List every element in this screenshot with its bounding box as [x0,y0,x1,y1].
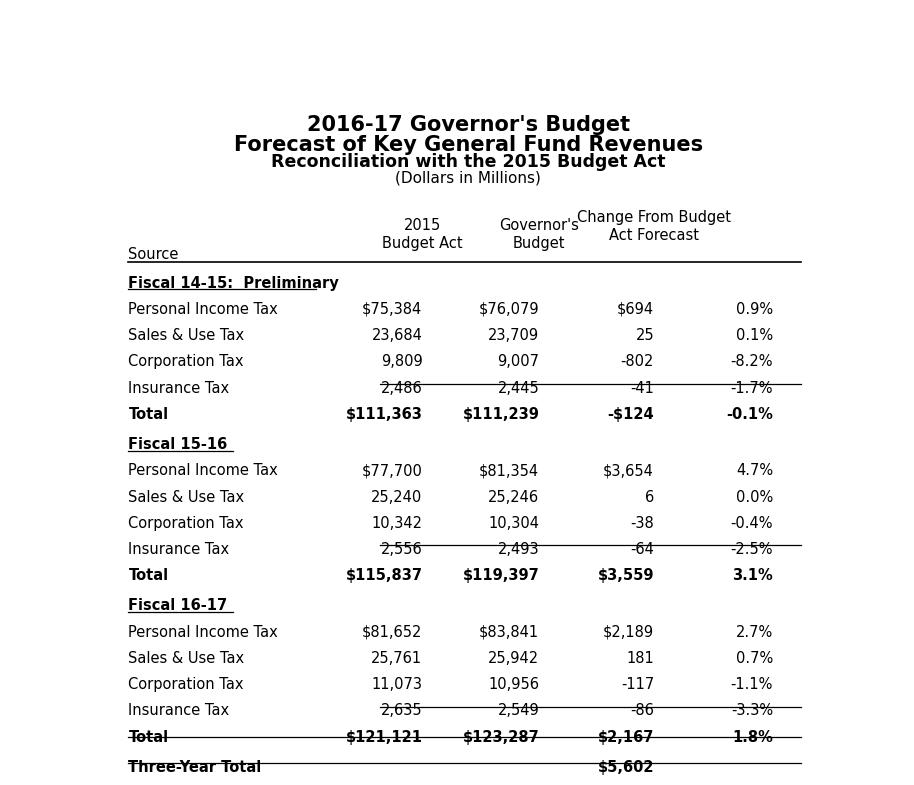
Text: $119,397: $119,397 [462,568,539,583]
Text: Corporation Tax: Corporation Tax [128,516,244,531]
Text: Insurance Tax: Insurance Tax [128,703,229,718]
Text: 25,246: 25,246 [488,490,539,505]
Text: -802: -802 [621,354,654,370]
Text: Personal Income Tax: Personal Income Tax [128,301,278,317]
Text: $111,239: $111,239 [462,407,539,422]
Text: Fiscal 16-17: Fiscal 16-17 [128,598,228,613]
Text: $81,652: $81,652 [362,625,422,640]
Text: 2,635: 2,635 [381,703,422,718]
Text: -38: -38 [631,516,654,531]
Text: 2016-17 Governor's Budget: 2016-17 Governor's Budget [307,115,630,135]
Text: 181: 181 [626,651,654,666]
Text: 2,445: 2,445 [497,381,539,396]
Text: -117: -117 [621,677,654,692]
Text: -41: -41 [630,381,654,396]
Text: 10,342: 10,342 [371,516,422,531]
Text: Corporation Tax: Corporation Tax [128,354,244,370]
Text: 25: 25 [635,328,654,343]
Text: Governor's
Budget: Governor's Budget [499,218,579,250]
Text: 2,493: 2,493 [497,542,539,557]
Text: 2015
Budget Act: 2015 Budget Act [382,218,462,250]
Text: 25,761: 25,761 [371,651,422,666]
Text: -1.7%: -1.7% [730,381,773,396]
Text: -3.3%: -3.3% [731,703,773,718]
Text: Sales & Use Tax: Sales & Use Tax [128,490,245,505]
Text: 4.7%: 4.7% [736,463,773,478]
Text: Total: Total [128,730,168,745]
Text: 23,684: 23,684 [371,328,422,343]
Text: -$124: -$124 [608,407,654,422]
Text: (Dollars in Millions): (Dollars in Millions) [396,170,541,185]
Text: Forecast of Key General Fund Revenues: Forecast of Key General Fund Revenues [234,135,703,155]
Text: $115,837: $115,837 [345,568,422,583]
Text: 0.1%: 0.1% [736,328,773,343]
Text: Fiscal 15-16: Fiscal 15-16 [128,437,228,452]
Text: $2,189: $2,189 [603,625,654,640]
Text: -2.5%: -2.5% [730,542,773,557]
Text: Change From Budget
Act Forecast: Change From Budget Act Forecast [577,210,731,243]
Text: 23,709: 23,709 [488,328,539,343]
Text: 2.7%: 2.7% [736,625,773,640]
Text: 1.8%: 1.8% [732,730,773,745]
Text: 2,549: 2,549 [497,703,539,718]
Text: 3.1%: 3.1% [732,568,773,583]
Text: -0.1%: -0.1% [726,407,773,422]
Text: Three-Year Total: Three-Year Total [128,760,261,775]
Text: $123,287: $123,287 [462,730,539,745]
Text: $76,079: $76,079 [479,301,539,317]
Text: -86: -86 [630,703,654,718]
Text: $111,363: $111,363 [345,407,422,422]
Text: $2,167: $2,167 [598,730,654,745]
Text: 0.7%: 0.7% [736,651,773,666]
Text: Personal Income Tax: Personal Income Tax [128,463,278,478]
Text: Reconciliation with the 2015 Budget Act: Reconciliation with the 2015 Budget Act [271,153,665,171]
Text: -64: -64 [630,542,654,557]
Text: Insurance Tax: Insurance Tax [128,542,229,557]
Text: 9,809: 9,809 [380,354,422,370]
Text: $77,700: $77,700 [362,463,422,478]
Text: Sales & Use Tax: Sales & Use Tax [128,651,245,666]
Text: Personal Income Tax: Personal Income Tax [128,625,278,640]
Text: 9,007: 9,007 [497,354,539,370]
Text: 10,956: 10,956 [488,677,539,692]
Text: Total: Total [128,568,168,583]
Text: $3,559: $3,559 [598,568,654,583]
Text: 0.0%: 0.0% [736,490,773,505]
Text: 2,556: 2,556 [380,542,422,557]
Text: $75,384: $75,384 [362,301,422,317]
Text: $5,602: $5,602 [598,760,654,775]
Text: 25,240: 25,240 [371,490,422,505]
Text: $694: $694 [617,301,654,317]
Text: $81,354: $81,354 [479,463,539,478]
Text: -8.2%: -8.2% [730,354,773,370]
Text: -0.4%: -0.4% [730,516,773,531]
Text: $83,841: $83,841 [479,625,539,640]
Text: 10,304: 10,304 [488,516,539,531]
Text: Total: Total [128,407,168,422]
Text: Insurance Tax: Insurance Tax [128,381,229,396]
Text: 6: 6 [644,490,654,505]
Text: Fiscal 14-15:  Preliminary: Fiscal 14-15: Preliminary [128,276,339,290]
Text: $3,654: $3,654 [603,463,654,478]
Text: 11,073: 11,073 [371,677,422,692]
Text: Corporation Tax: Corporation Tax [128,677,244,692]
Text: 25,942: 25,942 [488,651,539,666]
Text: Source: Source [128,246,179,261]
Text: Sales & Use Tax: Sales & Use Tax [128,328,245,343]
Text: 2,486: 2,486 [380,381,422,396]
Text: $121,121: $121,121 [345,730,422,745]
Text: 0.9%: 0.9% [736,301,773,317]
Text: -1.1%: -1.1% [730,677,773,692]
